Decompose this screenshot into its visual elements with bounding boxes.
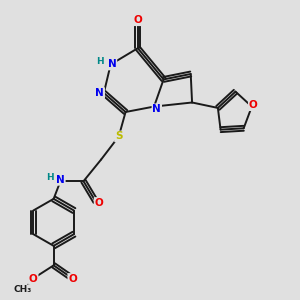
Text: O: O: [134, 15, 142, 25]
Text: S: S: [115, 131, 122, 141]
Text: N: N: [95, 88, 104, 98]
Text: N: N: [56, 175, 65, 185]
Text: O: O: [68, 274, 77, 284]
Text: CH₃: CH₃: [13, 285, 32, 294]
Text: O: O: [249, 100, 257, 110]
Text: N: N: [152, 104, 161, 114]
Text: O: O: [29, 274, 38, 284]
Text: O: O: [94, 198, 103, 208]
Text: N: N: [108, 59, 116, 70]
Text: H: H: [46, 172, 54, 182]
Text: H: H: [97, 57, 104, 66]
